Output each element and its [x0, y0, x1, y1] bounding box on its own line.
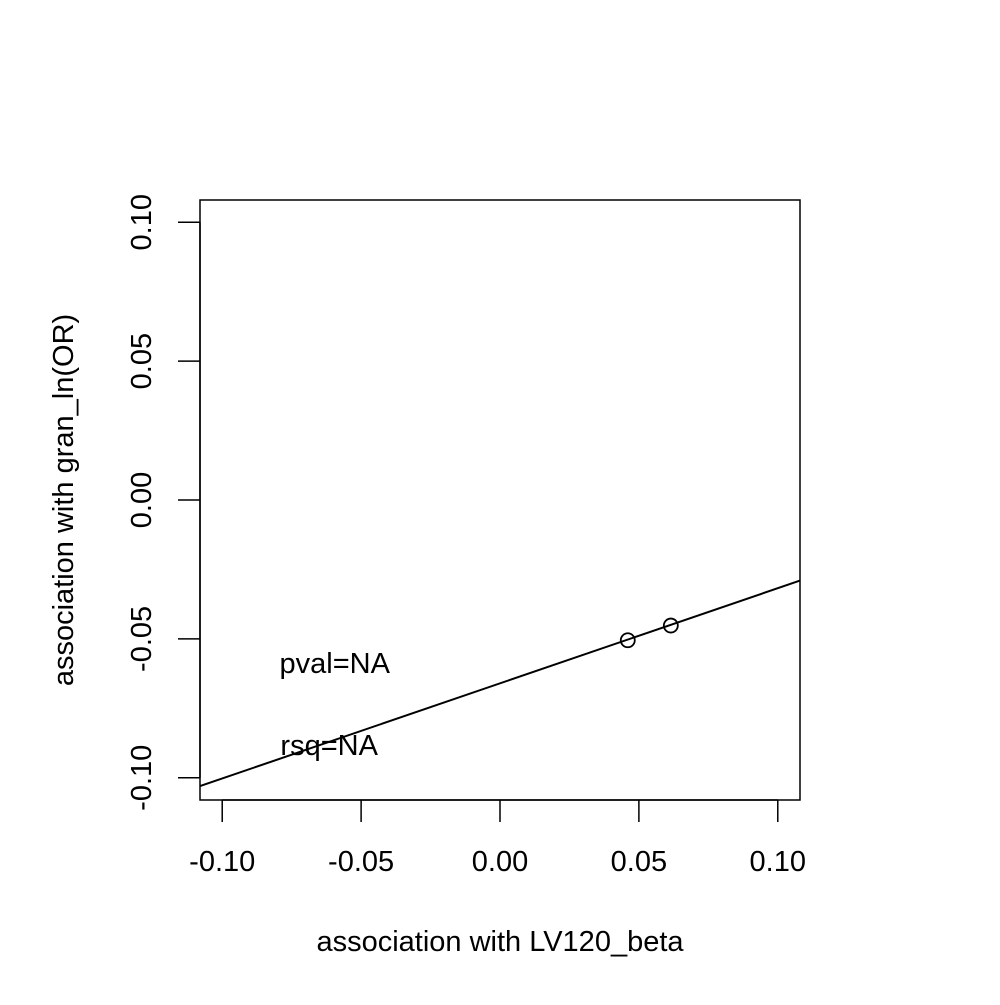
y-tick-label: 0.10: [126, 194, 158, 250]
regression-line: [199, 579, 801, 788]
y-tick-label: 0.05: [126, 333, 158, 389]
y-tick-label: -0.05: [126, 606, 158, 672]
data-point: [662, 617, 679, 634]
annotation-label: pval=NA: [280, 648, 391, 680]
data-point: [619, 632, 636, 649]
x-tick-label: 0.10: [750, 846, 806, 878]
x-axis: -0.10 -0.05 0.00 0.05 0.10: [189, 799, 806, 878]
x-tick-label: -0.10: [189, 846, 255, 878]
plot-frame: [199, 199, 801, 801]
y-tick-label: -0.10: [126, 745, 158, 811]
x-tick-label: -0.05: [328, 846, 394, 878]
annotation-label: rsq=NA: [280, 730, 378, 762]
regression-line-group: [199, 579, 801, 788]
x-tick-label: 0.05: [611, 846, 667, 878]
x-axis-label: association with LV120_beta: [316, 926, 684, 958]
annotations: pval=NA rsq=NA: [280, 648, 391, 762]
data-points: [619, 617, 679, 649]
x-tick-label: 0.00: [472, 846, 528, 878]
y-axis-label: association with gran_ln(OR): [48, 314, 80, 686]
y-tick-label: 0.00: [126, 472, 158, 528]
